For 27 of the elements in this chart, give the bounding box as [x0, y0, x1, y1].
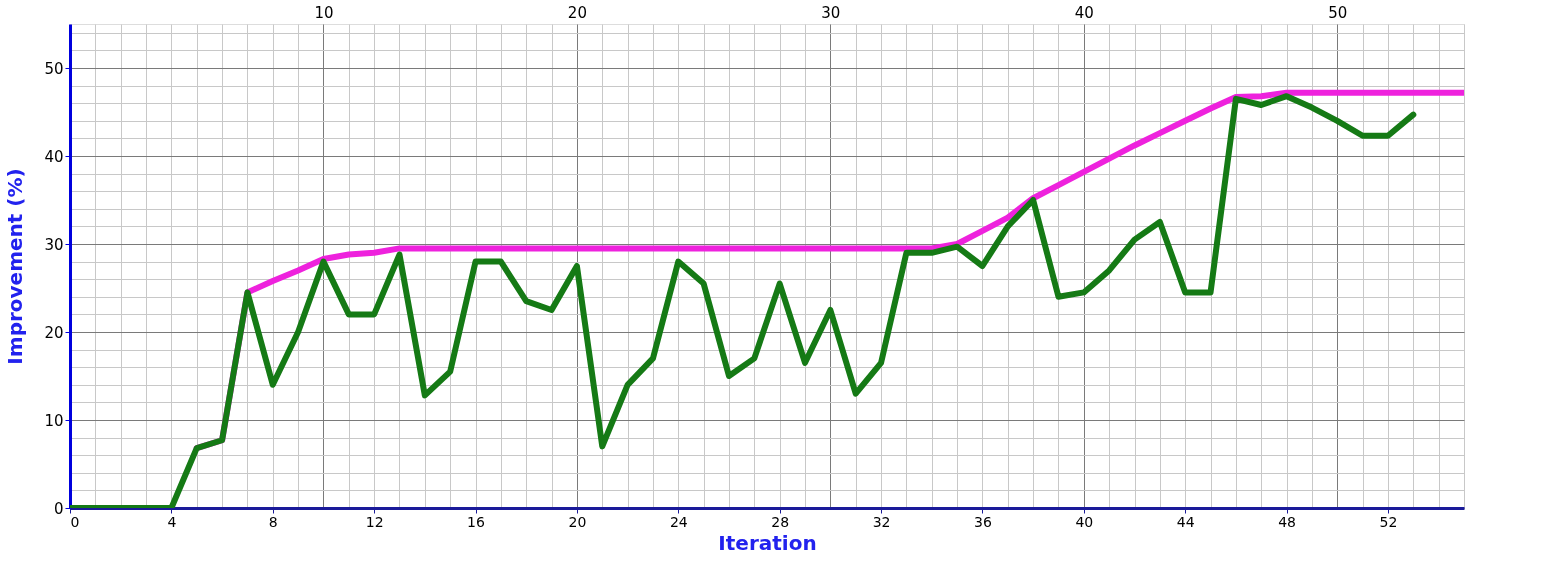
y-tick-label: 30	[44, 235, 64, 254]
x-tick-label: 28	[771, 513, 790, 530]
x-tick-label: 8	[268, 513, 278, 530]
x-tick-label: 36	[974, 513, 992, 530]
x-tick-label: 0	[70, 513, 80, 530]
x-tick-label: 24	[669, 513, 688, 530]
x-tick-label: 16	[467, 513, 486, 530]
x-tick-label: 44	[1176, 513, 1195, 530]
y-tick-label: 40	[44, 147, 64, 166]
x-tick-label: 48	[1278, 513, 1296, 530]
x-tick-label: 52	[1379, 513, 1398, 530]
x-tick-label: 32	[872, 513, 891, 530]
x2-tick-label: 10	[314, 3, 334, 22]
y-tick-label: 10	[44, 411, 64, 430]
x-tick-label: 4	[167, 513, 177, 530]
x2-tick-label: 40	[1074, 3, 1094, 22]
x-tick-label: 12	[365, 513, 384, 530]
x2-tick-label: 30	[821, 3, 841, 22]
x-tick-label: 20	[568, 513, 587, 530]
y-tick-label: 50	[44, 59, 64, 78]
x-tick-label: 40	[1075, 513, 1094, 530]
x-axis-title: Iteration	[718, 530, 817, 555]
y-tick-label: 0	[53, 499, 64, 518]
y-tick-label: 20	[44, 323, 64, 342]
x2-tick-label: 20	[567, 3, 587, 22]
x2-tick-label: 50	[1328, 3, 1348, 22]
y-axis-title: Improvement (%)	[3, 168, 28, 365]
